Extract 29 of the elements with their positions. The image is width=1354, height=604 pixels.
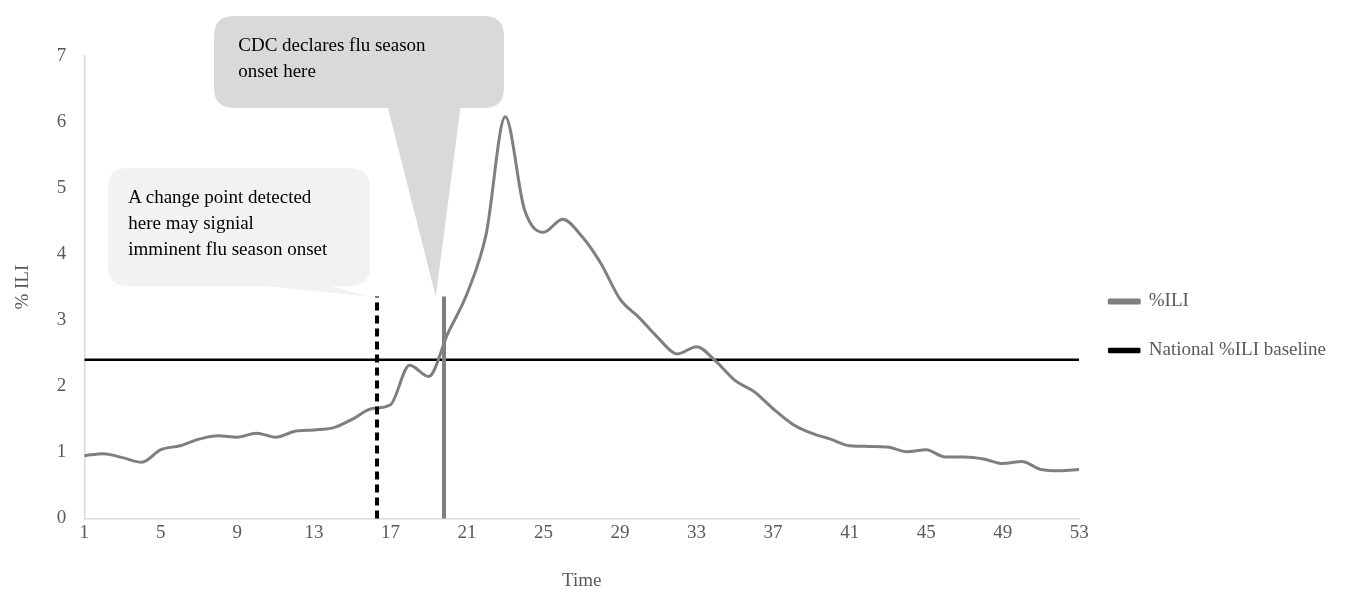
x-tick-label: 29 bbox=[610, 520, 630, 542]
y-tick-label: 0 bbox=[56, 506, 67, 528]
x-tick-label: 1 bbox=[79, 520, 90, 542]
x-tick-label: 49 bbox=[993, 520, 1013, 542]
y-tick-label: 1 bbox=[56, 440, 67, 462]
x-tick-label: 21 bbox=[457, 520, 477, 542]
y-tick-label: 2 bbox=[56, 374, 67, 396]
x-tick-label: 37 bbox=[763, 520, 783, 542]
y-tick-label: 6 bbox=[56, 110, 67, 132]
x-tick-label: 45 bbox=[916, 520, 936, 542]
x-tick-label: 5 bbox=[156, 520, 166, 542]
y-axis-title: % ILI bbox=[11, 264, 33, 310]
x-tick-label: 17 bbox=[380, 520, 400, 542]
legend-label: %ILI bbox=[1148, 289, 1189, 311]
y-tick-label: 5 bbox=[56, 176, 67, 198]
y-tick-label: 7 bbox=[56, 43, 67, 65]
x-tick-label: 41 bbox=[840, 520, 860, 542]
annotation: CDC declares flu season onset here bbox=[238, 33, 427, 83]
legend-label: National %ILI baseline bbox=[1148, 338, 1326, 360]
x-tick-label: 33 bbox=[687, 520, 707, 542]
annotation: A change point detected here may signial imminent flu season onset bbox=[128, 185, 329, 261]
y-tick-label: 3 bbox=[56, 308, 67, 330]
x-tick-label: 25 bbox=[534, 520, 553, 542]
x-tick-label: 13 bbox=[304, 520, 324, 542]
x-tick-label: 9 bbox=[232, 520, 243, 542]
x-tick-label: 53 bbox=[1069, 520, 1089, 542]
y-tick-label: 4 bbox=[56, 242, 67, 264]
x-axis-title: Time bbox=[562, 568, 602, 590]
speech-bubble: A change point detected here may signial imminent flu season onset bbox=[108, 168, 371, 297]
